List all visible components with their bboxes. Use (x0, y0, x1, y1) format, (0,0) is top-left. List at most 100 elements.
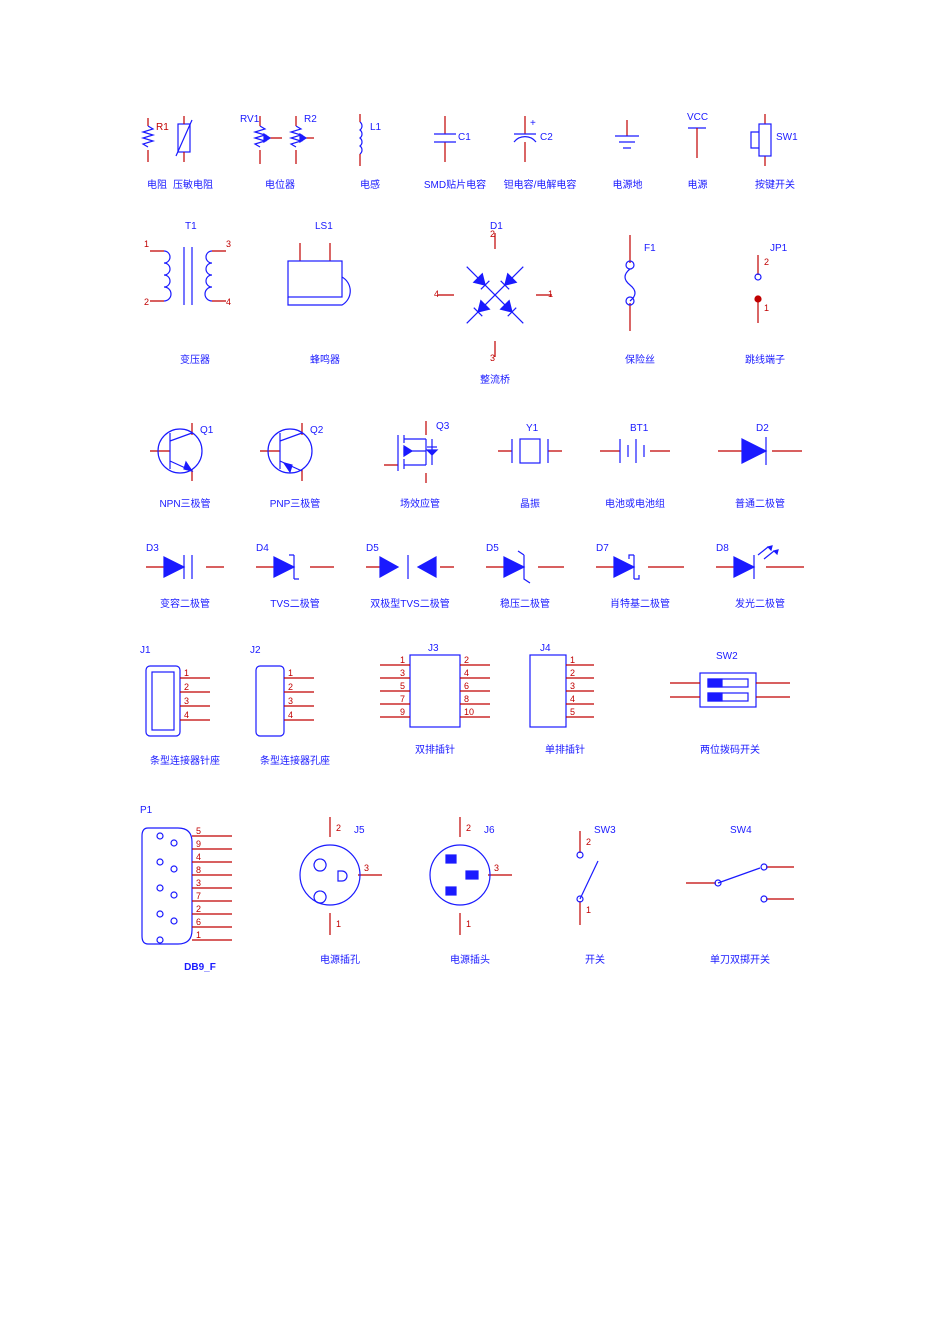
caption-mosfet: 场效应管 (400, 495, 440, 510)
ref-sw2: SW2 (716, 651, 738, 662)
svg-text:3: 3 (288, 696, 293, 706)
svg-text:7: 7 (196, 891, 201, 901)
svg-text:3: 3 (570, 681, 575, 691)
ref-sw3: SW3 (594, 825, 616, 836)
svg-text:9: 9 (196, 839, 201, 849)
ref-q2: Q2 (310, 425, 324, 436)
svg-text:3: 3 (184, 696, 189, 706)
ref-d2: D2 (756, 423, 769, 434)
svg-text:1: 1 (184, 668, 189, 678)
caption-inductor: 电感 (360, 176, 380, 191)
svg-text:4: 4 (464, 668, 469, 678)
ref-d5a: D5 (366, 543, 379, 554)
ref-sw4: SW4 (730, 825, 752, 836)
cell-j4: J4 1 2 3 4 5 单排插针 (520, 645, 610, 756)
pin-3: 3 (226, 239, 231, 249)
cell-spdt: SW4 单刀双掷开关 (680, 805, 800, 966)
pin-jp1: 1 (764, 303, 769, 313)
cell-schottky: D7 肖特基二极管 (590, 545, 690, 610)
caption-zener: 稳压二极管 (500, 595, 550, 610)
caption-jumper: 跳线端子 (745, 351, 785, 366)
ref-q3: Q3 (436, 421, 450, 432)
svg-text:1: 1 (570, 655, 575, 665)
cell-battery: BT1 电池或电池组 (590, 415, 680, 510)
caption-varistor: 压敏电阻 (173, 176, 213, 191)
row-1: R1 电阻 压敏电阻 RV1 R2 电位器 (140, 110, 840, 205)
ref-p1: P1 (140, 805, 152, 816)
ref-j2: J2 (250, 645, 261, 656)
cell-gnd: 电源地 (600, 110, 655, 191)
caption-jack: 电源插孔 (320, 951, 360, 966)
ref-d8: D8 (716, 543, 729, 554)
cell-spst: SW3 2 1 开关 (550, 805, 640, 966)
caption-schottky: 肖特基二极管 (610, 595, 670, 610)
caption-vcc: 电源 (688, 176, 708, 191)
svg-text:8: 8 (196, 865, 201, 875)
svg-text:2: 2 (586, 837, 591, 847)
caption-dip: 两位拨码开关 (700, 741, 760, 756)
caption-spdt: 单刀双掷开关 (710, 951, 770, 966)
svg-text:2: 2 (336, 823, 341, 833)
svg-text:2: 2 (464, 655, 469, 665)
cell-polcap: + C2 钽电容/电解电容 (500, 110, 580, 191)
cell-resistor: R1 电阻 压敏电阻 (140, 110, 220, 191)
caption-bridge: 整流桥 (480, 371, 510, 386)
caption-polcap: 钽电容/电解电容 (504, 176, 577, 191)
ref-c2: C2 (540, 132, 553, 143)
cell-tvs: D4 TVS二极管 (250, 545, 340, 610)
svg-text:1: 1 (196, 930, 201, 940)
ref-q1: Q1 (200, 425, 214, 436)
svg-text:2: 2 (288, 682, 293, 692)
cell-npn: Q1 NPN三极管 (140, 415, 230, 510)
svg-text:8: 8 (464, 694, 469, 704)
ref-d4: D4 (256, 543, 269, 554)
caption-j4: 单排插针 (545, 741, 585, 756)
svg-text:2: 2 (196, 904, 201, 914)
row-6: P1 5 9 4 8 3 7 2 6 1 DB9_F J (140, 805, 840, 985)
caption-pot: 电位器 (265, 176, 295, 191)
cell-jumper: JP1 2 1 跳线端子 (720, 225, 810, 366)
svg-text:7: 7 (400, 694, 405, 704)
ref-j1: J1 (140, 645, 151, 656)
svg-text:3: 3 (400, 668, 405, 678)
svg-text:9: 9 (400, 707, 405, 717)
row-2: T1 1 2 3 4 变压器 LS1 蜂鸣器 D1 1 2 3 4 (140, 225, 840, 395)
cell-dip: SW2 两位拨码开关 (660, 645, 800, 756)
svg-text:1: 1 (400, 655, 405, 665)
ref-j4: J4 (540, 643, 551, 654)
caption-varactor: 变容二极管 (160, 595, 210, 610)
svg-text:1: 1 (336, 919, 341, 929)
caption-pushbutton: 按键开关 (755, 176, 795, 191)
pin-1: 1 (144, 239, 149, 249)
ref-jp1: JP1 (770, 243, 787, 254)
ref-r1: R1 (156, 122, 169, 133)
ref-r2: R2 (304, 114, 317, 125)
cell-j2: J2 1 2 3 4 条型连接器孔座 (250, 645, 340, 767)
row-5: J1 1 2 3 4 条型连接器针座 J2 1 2 3 4 (140, 645, 840, 785)
pin-b1: 1 (548, 289, 553, 299)
svg-text:6: 6 (196, 917, 201, 927)
svg-text:6: 6 (464, 681, 469, 691)
caption-npn: NPN三极管 (159, 495, 210, 510)
caption-battery: 电池或电池组 (605, 495, 665, 510)
cell-plug: J6 2 1 3 电源插头 (420, 805, 520, 966)
svg-text:5: 5 (570, 707, 575, 717)
caption-crystal: 晶振 (520, 495, 540, 510)
ref-c1: C1 (458, 132, 471, 143)
ref-t1: T1 (185, 221, 197, 232)
cell-j1: J1 1 2 3 4 条型连接器针座 (140, 645, 230, 767)
pin-jp2: 2 (764, 257, 769, 267)
pin-2: 2 (144, 297, 149, 307)
ref-sw1: SW1 (776, 132, 798, 143)
ref-bt1: BT1 (630, 423, 649, 434)
caption-tvs: TVS二极管 (270, 595, 319, 610)
caption-smdcap: SMD贴片电容 (424, 176, 486, 191)
schematic-canvas: R1 电阻 压敏电阻 RV1 R2 电位器 (140, 110, 840, 1005)
ref-d1: D1 (490, 221, 503, 232)
cell-jack: J5 2 1 3 电源插孔 (290, 805, 390, 966)
ref-d7: D7 (596, 543, 609, 554)
svg-text:10: 10 (464, 707, 474, 717)
svg-text:2: 2 (184, 682, 189, 692)
caption-db9: DB9_F (184, 962, 216, 973)
svg-text:5: 5 (196, 826, 201, 836)
